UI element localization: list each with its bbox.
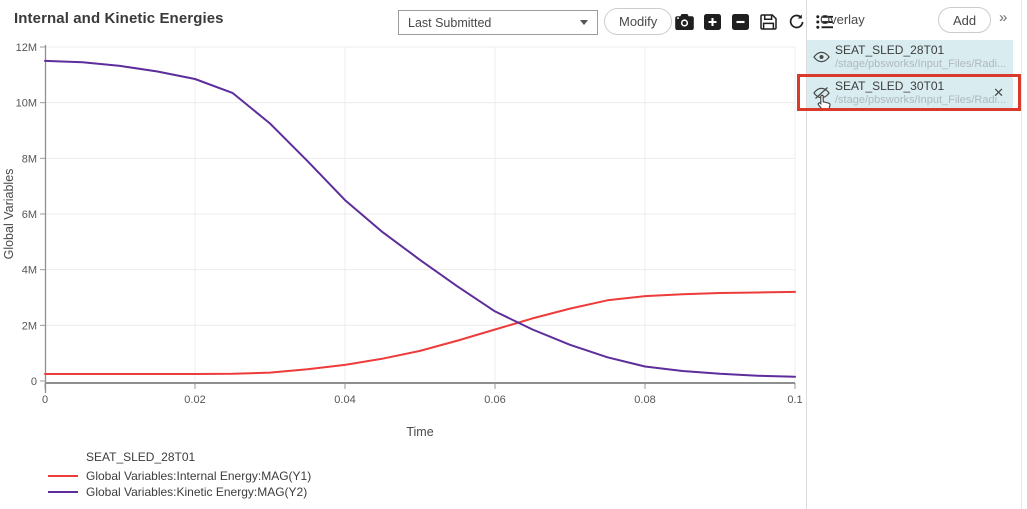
overlay-item-path: /stage/pbsworks/Input_Files/Radi... — [835, 58, 1007, 70]
svg-text:0.08: 0.08 — [634, 394, 655, 406]
svg-text:4M: 4M — [22, 265, 37, 277]
svg-text:6M: 6M — [22, 209, 37, 221]
chart-legend: SEAT_SLED_28T01 Global Variables:Interna… — [48, 450, 311, 500]
legend-swatch-purple — [48, 491, 78, 493]
overlay-item-seat-sled-30t01[interactable]: SEAT_SLED_30T01 /stage/pbsworks/Input_Fi… — [807, 76, 1013, 111]
legend-title: SEAT_SLED_28T01 — [86, 450, 196, 464]
svg-text:10M: 10M — [16, 98, 37, 110]
energy-line-chart[interactable]: 0 2M 4M 6M 8M 10M 12M 0 0.02 0.04 0.06 0.08 0.1 Time G… — [0, 0, 806, 445]
panel-edge-line — [1021, 0, 1022, 509]
overlay-panel-title: Overlay — [820, 12, 865, 27]
modify-button[interactable]: Modify — [604, 8, 673, 35]
legend-label: Global Variables:Kinetic Energy:MAG(Y2) — [86, 485, 308, 499]
camera-icon[interactable] — [675, 12, 694, 31]
svg-text:0.1: 0.1 — [787, 394, 802, 406]
svg-text:0: 0 — [31, 376, 37, 388]
chevron-down-icon — [580, 20, 588, 25]
legend-label: Global Variables:Internal Energy:MAG(Y1) — [86, 469, 312, 483]
page-title: Internal and Kinetic Energies — [14, 10, 224, 27]
save-icon[interactable] — [759, 12, 778, 31]
close-icon[interactable]: ✕ — [993, 85, 1004, 100]
run-selector-dropdown[interactable]: Last Submitted — [398, 10, 598, 35]
zoom-out-icon[interactable] — [731, 12, 750, 31]
svg-text:0.06: 0.06 — [484, 394, 505, 406]
list-icon[interactable] — [815, 12, 834, 31]
overlay-item-seat-sled-28t01[interactable]: SEAT_SLED_28T01 /stage/pbsworks/Input_Fi… — [807, 40, 1013, 74]
svg-text:2M: 2M — [22, 320, 37, 332]
eye-off-icon[interactable] — [812, 86, 830, 100]
legend-item-kinetic-energy: Global Variables:Kinetic Energy:MAG(Y2) — [48, 484, 311, 500]
reset-icon[interactable] — [787, 12, 806, 31]
svg-text:12M: 12M — [16, 42, 37, 54]
hand-cursor-icon — [817, 94, 831, 111]
svg-text:Global Variables: Global Variables — [2, 169, 16, 260]
double-chevron-right-icon[interactable]: » — [999, 9, 1008, 26]
chart-toolbar — [675, 12, 834, 31]
overlay-item-name: SEAT_SLED_28T01 — [835, 43, 945, 57]
add-overlay-button[interactable]: Add — [938, 7, 992, 33]
panel-divider — [806, 0, 807, 509]
svg-text:0: 0 — [42, 394, 48, 406]
legend-swatch-red — [48, 475, 78, 477]
svg-text:8M: 8M — [22, 153, 37, 165]
overlay-item-name: SEAT_SLED_30T01 — [835, 79, 945, 93]
run-selector-value: Last Submitted — [408, 15, 492, 30]
svg-text:0.04: 0.04 — [334, 394, 355, 406]
eye-icon[interactable] — [812, 51, 830, 63]
svg-text:0.02: 0.02 — [184, 394, 205, 406]
overlay-item-path: /stage/pbsworks/Input_Files/Radi... — [835, 94, 1007, 106]
zoom-in-icon[interactable] — [703, 12, 722, 31]
legend-item-internal-energy: Global Variables:Internal Energy:MAG(Y1) — [48, 468, 311, 484]
svg-text:Time: Time — [406, 425, 433, 439]
